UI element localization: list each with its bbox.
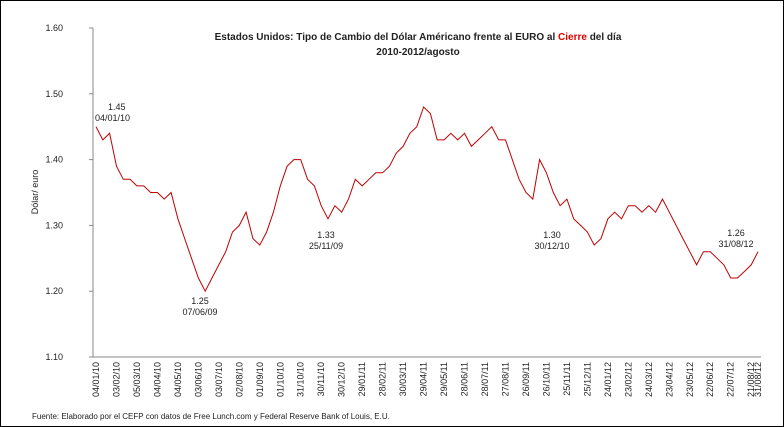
annotation-date: 31/08/12 (718, 239, 753, 249)
x-tick-label: 25/11/11 (562, 362, 572, 396)
data-line (95, 106, 759, 293)
annotation-value: 1.45 (108, 102, 126, 112)
annotation-date: 04/01/10 (95, 113, 130, 123)
y-tick-label: 1.30 (45, 220, 63, 230)
x-tick-label: 02/08/10 (234, 362, 244, 397)
x-tick-label: 03/07/10 (214, 362, 224, 397)
x-tick-label: 26/09/11 (521, 362, 531, 396)
x-tick-label: 26/10/11 (541, 362, 551, 396)
x-tick-label: 01/10/10 (275, 362, 285, 397)
y-tick-label: 1.50 (45, 89, 63, 99)
x-tick-label: 28/06/11 (460, 362, 470, 396)
x-tick-label: 28/02/11 (378, 362, 388, 396)
x-tick-label: 03/06/10 (193, 362, 203, 397)
annotation-value: 1.33 (317, 230, 335, 240)
x-tick-label: 24/03/12 (644, 362, 654, 397)
y-axis-label: Dólar/ euro (30, 170, 40, 215)
x-tick-label: 04/01/10 (91, 362, 101, 397)
x-tick-label: 29/01/11 (357, 362, 367, 396)
annotation-date: 07/06/09 (182, 307, 217, 317)
title-part: Estados Unidos: Tipo de Cambio del Dólar… (215, 32, 558, 43)
x-tick-label: 31/10/10 (296, 362, 306, 397)
x-tick-label: 22/06/12 (705, 362, 715, 397)
annotation-date: 30/12/10 (534, 241, 569, 251)
y-tick-label: 1.10 (45, 352, 63, 362)
y-tick-label: 1.20 (45, 286, 63, 296)
x-tick-label: 04/04/10 (152, 362, 162, 397)
x-tick-label: 29/05/11 (439, 362, 449, 396)
x-tick-label: 29/04/11 (419, 362, 429, 396)
title-highlight: Cierre (558, 32, 587, 43)
x-tick-label: 05/03/10 (132, 362, 142, 397)
x-tick-label: 21/08/12 (746, 362, 756, 397)
annotation-value: 1.30 (543, 230, 561, 240)
title-part: del día (587, 32, 622, 43)
y-tick-label: 1.40 (45, 155, 63, 165)
x-tick-label: 04/05/10 (173, 362, 183, 397)
x-tick-label: 22/07/12 (726, 362, 736, 397)
x-tick-label: 28/07/11 (480, 362, 490, 396)
annotation-value: 1.25 (191, 296, 209, 306)
x-tick-label: 24/01/12 (603, 362, 613, 397)
x-tick-label: 03/02/10 (111, 362, 121, 397)
x-tick-label: 25/12/11 (582, 362, 592, 396)
x-tick-label: 27/08/11 (500, 362, 510, 396)
x-tick-label: 23/04/12 (664, 362, 674, 397)
x-tick-label: 23/02/12 (623, 362, 633, 397)
chart-subtitle: 2010-2012/agosto (376, 47, 459, 58)
x-tick-label: 30/03/11 (398, 362, 408, 396)
x-tick-label: 01/09/10 (255, 362, 265, 397)
x-tick-label: 31/08/12 (753, 362, 763, 397)
x-tick-label: 30/11/10 (316, 362, 326, 396)
y-tick-label: 1.60 (45, 23, 63, 33)
source: Fuente: Elaborado por el CEFP con datos … (32, 412, 390, 421)
chart-title: Estados Unidos: Tipo de Cambio del Dólar… (215, 32, 622, 43)
x-tick-label: 23/05/12 (685, 362, 695, 397)
annotation-value: 1.26 (727, 228, 745, 238)
x-tick-label: 30/12/10 (337, 362, 347, 397)
annotation-date: 25/11/09 (309, 241, 343, 251)
